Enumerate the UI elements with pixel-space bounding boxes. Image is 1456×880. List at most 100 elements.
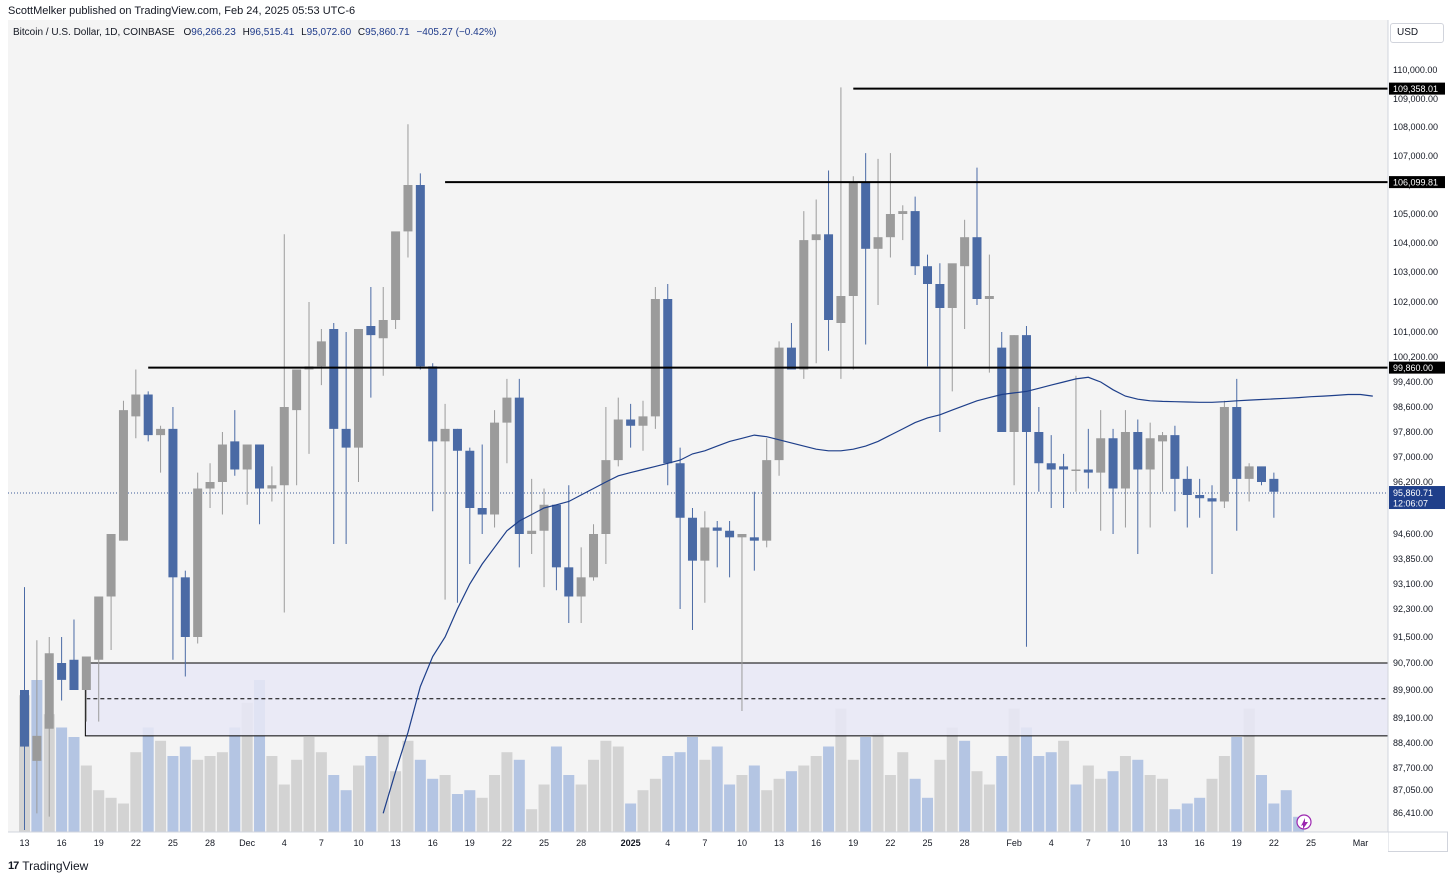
volume-bar (1045, 752, 1057, 832)
tradingview-brand[interactable]: 17 TradingView (8, 859, 88, 873)
price-tick-label: 93,850.00 (1393, 554, 1433, 564)
volume-bar (847, 759, 859, 832)
time-tick-label: 28 (205, 838, 215, 848)
time-tick-label: 16 (428, 838, 438, 848)
candle-body (762, 460, 772, 541)
candle-body (391, 231, 401, 320)
volume-bar (773, 778, 785, 832)
time-tick-label: 13 (391, 838, 401, 848)
candle-body (1096, 438, 1106, 473)
volume-bar (785, 771, 797, 832)
time-tick-label: 7 (1086, 838, 1091, 848)
candle-body (452, 428, 462, 451)
candle-body (1120, 432, 1130, 489)
level-price-label: 99,860.00 (1393, 363, 1433, 373)
ohlc-close: 95,860.71 (365, 27, 410, 38)
candle-body (774, 347, 784, 461)
candle-body (490, 422, 500, 515)
volume-bar (254, 680, 266, 832)
price-tick-label: 104,000.00 (1393, 238, 1438, 248)
time-tick-label: 28 (960, 838, 970, 848)
ohlc-low-label: L (301, 27, 307, 38)
price-tick-label: 108,000.00 (1393, 122, 1438, 132)
tradingview-logo-icon: 17 (8, 860, 19, 872)
volume-bar (1095, 778, 1107, 832)
candle-body (292, 369, 302, 411)
ohlc-close-label: C (357, 27, 366, 38)
volume-bar (204, 756, 216, 832)
candle-body (193, 488, 203, 637)
time-tick-label: Mar (1353, 838, 1369, 848)
time-tick-label: 25 (1306, 838, 1316, 848)
publish-header: ScottMelker published on TradingView.com… (8, 5, 356, 17)
candle-body (118, 410, 128, 541)
candle-body (984, 296, 994, 299)
volume-bar (278, 784, 290, 832)
candle-body (700, 527, 710, 561)
volume-bar (996, 756, 1008, 832)
candle-body (353, 329, 363, 448)
time-tick-label: 13 (1158, 838, 1168, 848)
symbol-name[interactable]: Bitcoin / U.S. Dollar, 1D, COINBASE (13, 27, 175, 38)
time-tick-label: 19 (465, 838, 475, 848)
candle-body (1195, 495, 1205, 499)
candle-body (168, 428, 178, 578)
volume-bar (872, 733, 884, 832)
time-tick-label: Dec (239, 838, 256, 848)
candle-body (1083, 469, 1093, 473)
volume-bar (241, 702, 253, 832)
price-tick-label: 87,700.00 (1393, 763, 1433, 773)
candle-body (329, 329, 339, 429)
ohlc-open-label: O (183, 27, 192, 38)
volume-bar (352, 765, 364, 832)
volume-bar (971, 771, 983, 832)
candle-body (378, 320, 388, 339)
ohlc-high-label: H (242, 27, 250, 38)
candle-body (81, 656, 91, 690)
price-axis (1388, 20, 1448, 832)
time-tick-label: 10 (1120, 838, 1130, 848)
volume-bar (946, 727, 958, 832)
volume-bar (649, 778, 661, 832)
volume-bar (451, 794, 463, 832)
currency-selector[interactable]: USD (1390, 23, 1444, 43)
time-tick-label: 22 (502, 838, 512, 848)
lightning-icon (1301, 818, 1308, 829)
candle-body (156, 428, 166, 436)
candle-body (465, 450, 475, 508)
price-tick-label: 102,000.00 (1393, 297, 1438, 307)
candle-body (960, 237, 970, 267)
candle-body (1257, 466, 1266, 482)
volume-bar (711, 746, 723, 832)
volume-bar (68, 737, 80, 832)
candle-body (1182, 478, 1192, 495)
candle-body (539, 504, 549, 531)
price-tick-label: 109,000.00 (1393, 94, 1438, 104)
brand-name: TradingView (22, 859, 89, 873)
candle-body (1034, 432, 1044, 464)
candle-body (712, 527, 722, 531)
price-tick-label: 89,900.00 (1393, 685, 1433, 695)
volume-bar (748, 765, 760, 832)
candle-body (601, 460, 611, 534)
price-tick-label: 107,000.00 (1393, 151, 1438, 161)
volume-bar (1231, 737, 1243, 832)
time-tick-label: 28 (576, 838, 586, 848)
candle-body (1021, 335, 1031, 432)
time-tick-label: 16 (57, 838, 67, 848)
candle-body (44, 653, 54, 729)
volume-bar (315, 752, 327, 832)
candle-body (502, 397, 512, 423)
symbol-legend[interactable]: Bitcoin / U.S. Dollar, 1D, COINBASE O96,… (13, 27, 497, 38)
volume-bar (513, 759, 525, 832)
volume-bar (142, 727, 154, 832)
volume-bar (1206, 778, 1218, 832)
volume-bar (1132, 759, 1144, 832)
candle-body (589, 534, 599, 578)
volume-bar (377, 733, 389, 832)
candle-body (440, 428, 450, 442)
candle-body (675, 463, 685, 518)
price-tick-label: 89,100.00 (1393, 713, 1433, 723)
volume-bar (959, 740, 971, 832)
